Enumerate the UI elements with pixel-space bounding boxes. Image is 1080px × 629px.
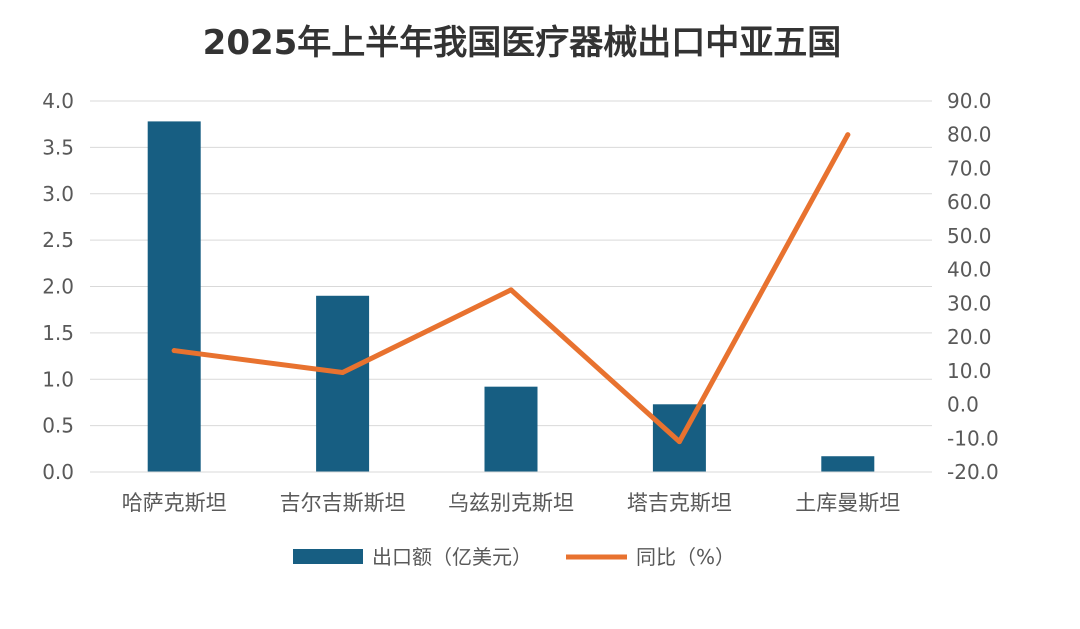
- legend-label-bar: 出口额（亿美元）: [372, 545, 532, 569]
- chart-title: 2025年上半年我国医疗器械出口中亚五国: [203, 23, 842, 63]
- right-tick-label: 60.0: [947, 190, 992, 214]
- right-tick-label: 50.0: [947, 224, 992, 248]
- right-tick-label: 70.0: [947, 156, 992, 180]
- right-tick-label: 90.0: [947, 89, 992, 113]
- right-tick-label: 40.0: [947, 258, 992, 282]
- line-point: [171, 348, 177, 354]
- right-tick-label: -10.0: [947, 426, 999, 450]
- right-tick-label: 30.0: [947, 291, 992, 315]
- bar: [484, 386, 538, 472]
- category-label: 塔吉克斯坦: [627, 491, 732, 515]
- left-tick-label: 1.0: [42, 367, 74, 391]
- bar: [316, 295, 370, 472]
- right-tick-label: 20.0: [947, 325, 992, 349]
- line-point: [340, 370, 346, 376]
- gridlines: [90, 100, 932, 427]
- category-label: 哈萨克斯坦: [122, 491, 227, 515]
- right-tick-label: 80.0: [947, 123, 992, 147]
- category-label: 乌兹别克斯坦: [448, 491, 574, 515]
- left-tick-label: 2.5: [42, 228, 74, 252]
- x-axis: 哈萨克斯坦 吉尔吉斯斯坦 乌兹别克斯坦 塔吉克斯坦 土库曼斯坦: [90, 471, 932, 515]
- legend: 出口额（亿美元） 同比（%）: [293, 545, 735, 569]
- right-tick-label: 10.0: [947, 359, 992, 383]
- left-tick-label: 0.5: [42, 414, 74, 438]
- right-tick-label: -20.0: [947, 460, 999, 484]
- left-tick-label: 2.0: [42, 275, 74, 299]
- left-tick-label: 0.0: [42, 460, 74, 484]
- left-axis: 0.0 0.5 1.0 1.5 2.0 2.5 3.0 3.5 4.0: [42, 89, 74, 484]
- line-point: [508, 287, 514, 293]
- right-axis: -20.0 -10.0 0.0 10.0 20.0 30.0 40.0 50.0 60.0 70.…: [947, 89, 999, 484]
- legend-swatch-bar: [293, 549, 363, 564]
- bar: [821, 456, 875, 472]
- left-tick-label: 3.0: [42, 182, 74, 206]
- legend-label-line: 同比（%）: [636, 545, 735, 569]
- left-tick-label: 4.0: [42, 89, 74, 113]
- left-tick-label: 1.5: [42, 321, 74, 345]
- category-label: 土库曼斯坦: [795, 491, 900, 515]
- line-point: [845, 132, 851, 138]
- right-tick-label: 0.0: [947, 393, 979, 417]
- bar: [147, 121, 201, 472]
- line-series: [171, 132, 851, 445]
- category-label: 吉尔吉斯斯坦: [280, 491, 406, 515]
- line-point: [676, 439, 682, 445]
- bar-series: [147, 121, 875, 472]
- left-tick-label: 3.5: [42, 135, 74, 159]
